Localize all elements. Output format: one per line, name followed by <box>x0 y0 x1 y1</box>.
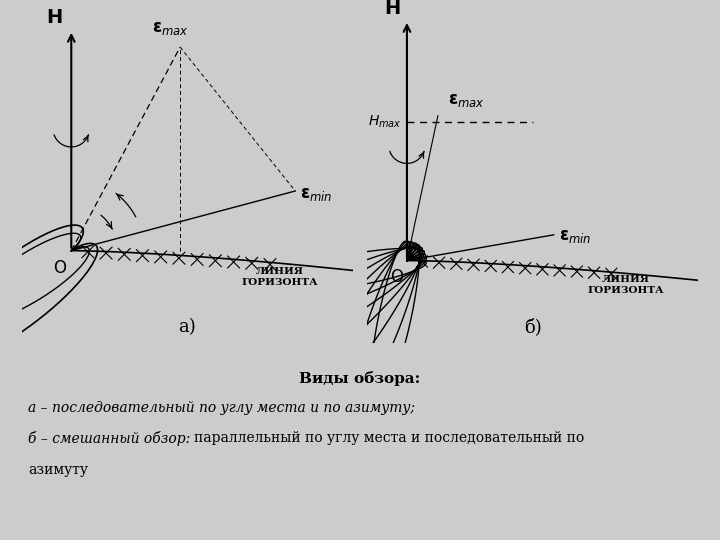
Text: а): а) <box>179 318 196 336</box>
Text: параллельный по углу места и последовательный по: параллельный по углу места и последовате… <box>194 431 585 446</box>
Text: а – последовательный по углу места и по азимуту;: а – последовательный по углу места и по … <box>28 401 415 415</box>
Text: б): б) <box>524 318 541 336</box>
Text: О: О <box>390 268 403 286</box>
Text: $H_{max}$: $H_{max}$ <box>368 114 402 130</box>
Text: азимуту: азимуту <box>28 463 89 477</box>
Text: $\mathbf{\varepsilon}_{max}$: $\mathbf{\varepsilon}_{max}$ <box>448 91 485 109</box>
Text: Н: Н <box>384 0 400 18</box>
Text: ЛИНИЯ
ГОРИЗОНТА: ЛИНИЯ ГОРИЗОНТА <box>242 267 318 287</box>
Text: $\mathbf{\varepsilon}_{max}$: $\mathbf{\varepsilon}_{max}$ <box>152 19 189 37</box>
Text: О: О <box>53 259 66 277</box>
Text: ЛИНИЯ
ГОРИЗОНТА: ЛИНИЯ ГОРИЗОНТА <box>588 275 664 295</box>
Text: $\mathbf{\varepsilon}_{min}$: $\mathbf{\varepsilon}_{min}$ <box>300 185 333 203</box>
Text: Н: Н <box>47 8 63 26</box>
Text: Виды обзора:: Виды обзора: <box>300 370 420 386</box>
Text: б – смешанный обзор:: б – смешанный обзор: <box>28 431 191 446</box>
Text: $\mathbf{\varepsilon}_{min}$: $\mathbf{\varepsilon}_{min}$ <box>559 227 591 246</box>
